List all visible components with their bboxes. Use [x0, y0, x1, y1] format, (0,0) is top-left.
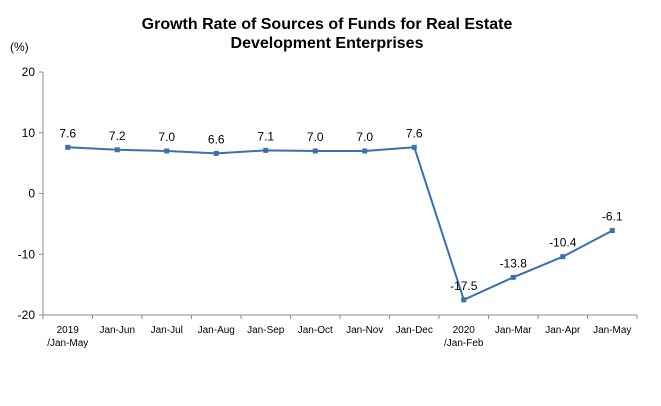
data-label: 7.0 [307, 130, 324, 144]
data-label: 7.1 [257, 129, 274, 143]
data-point [263, 147, 269, 153]
data-point [609, 228, 615, 234]
data-label: 7.6 [406, 126, 423, 140]
y-tick-labels: 20 10 0 -10 -20 [18, 65, 36, 322]
data-label: 7.6 [59, 126, 76, 140]
data-label: -13.8 [500, 256, 528, 270]
data-label: -17.5 [450, 279, 478, 293]
y-tick-label: -20 [18, 308, 36, 322]
data-point [213, 150, 219, 156]
data-label: 6.6 [208, 132, 225, 146]
x-tick-label: Jan-Dec [396, 325, 433, 336]
data-point [510, 274, 516, 280]
data-point [114, 147, 120, 153]
y-tick-label: 10 [22, 126, 36, 140]
x-tick-label: Jan-Nov [346, 325, 383, 336]
x-tick-label: Jan-Aug [198, 325, 235, 336]
x-tick-label: 2020/Jan-Feb [444, 325, 484, 349]
x-tick-label: Jan-Sep [247, 325, 285, 336]
data-point [560, 254, 566, 260]
x-tick-label: Jan-Jun [99, 325, 135, 336]
x-tick-label: Jan-Mar [495, 325, 532, 336]
series-polyline [67, 146, 613, 302]
x-tick-label: Jan-May [593, 325, 631, 336]
y-axis-unit: (%) [10, 40, 29, 54]
data-point [362, 148, 368, 154]
series-line [65, 144, 615, 303]
x-tick-labels: 2019/Jan-May Jan-Jun Jan-Jul Jan-Aug Jan-Sep… [47, 325, 631, 349]
x-tick-label: 2019/Jan-May [47, 325, 88, 349]
data-point [164, 148, 170, 154]
chart-title-line2: Development Enterprises [231, 35, 424, 52]
data-label: 7.2 [109, 129, 126, 143]
x-tick-label: Jan-Oct [298, 325, 333, 336]
data-label: -10.4 [549, 236, 577, 250]
x-tick-label: Jan-Apr [545, 325, 581, 336]
y-tick-label: 20 [22, 65, 36, 79]
data-point [411, 144, 417, 150]
y-tick-label: 0 [28, 187, 35, 201]
data-label: 7.0 [158, 130, 175, 144]
data-label: -6.1 [602, 210, 623, 224]
data-point [312, 148, 318, 154]
axes [39, 71, 638, 319]
x-tick-label: Jan-Jul [151, 325, 183, 336]
y-tick-label: -10 [18, 247, 36, 261]
data-labels: 7.6 7.2 7.0 6.6 7.1 7.0 7.0 7.6 -17.5 -13.8 -10.4 -… [59, 126, 623, 292]
data-point [461, 297, 467, 303]
chart-title-line1: Growth Rate of Sources of Funds for Real… [142, 16, 513, 33]
data-label: 7.0 [356, 130, 373, 144]
data-point [65, 144, 71, 150]
